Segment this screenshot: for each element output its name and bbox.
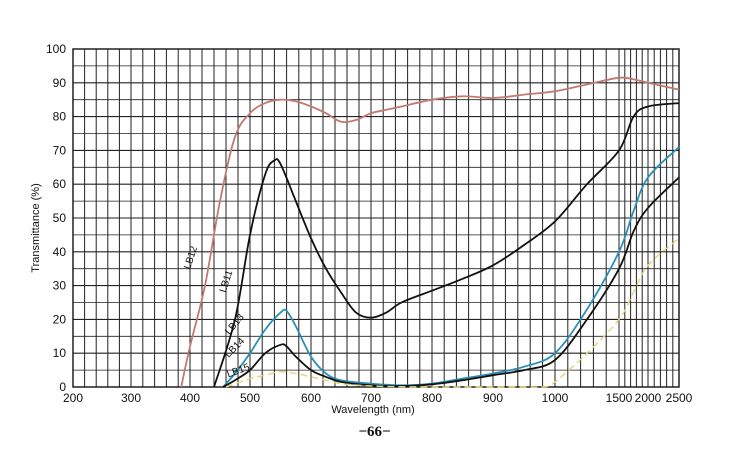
y-tick-label: 20: [53, 312, 67, 326]
x-tick-label: 1000: [542, 391, 569, 405]
y-tick-label: 30: [53, 279, 67, 293]
series-label-lb12: LB12: [182, 245, 200, 271]
y-tick-label: 60: [53, 177, 67, 191]
x-tick-label: 200: [63, 391, 83, 405]
y-tick-label: 0: [59, 380, 66, 394]
y-tick-label: 10: [53, 346, 67, 360]
x-tick-label: 400: [180, 391, 200, 405]
y-tick-label: 70: [53, 143, 67, 157]
series-label-lb11: LB11: [218, 269, 236, 294]
grid: [72, 48, 680, 388]
y-tick-label: 90: [53, 76, 67, 90]
x-tick-label: 600: [301, 391, 321, 405]
series-line-lb15: [225, 237, 680, 389]
x-tick-label: 500: [240, 391, 260, 405]
x-tick-label: 800: [422, 391, 442, 405]
series-line-lb11: [213, 102, 680, 388]
x-tick-label: 2500: [666, 391, 693, 405]
x-tick-label: 2000: [635, 391, 662, 405]
x-tick-label: 300: [121, 391, 141, 405]
y-axis-ticks: 0 10 20 30 40 50 60 70 80 90 100: [46, 42, 66, 394]
y-tick-label: 50: [53, 211, 67, 225]
x-tick-label: 700: [361, 391, 381, 405]
x-axis-ticks: 200 300 400 500 600 700 800 900 1000 1500 2000 2500: [63, 391, 693, 405]
series-line-lb13: [222, 146, 680, 388]
series-line-lb12: [180, 76, 680, 388]
plot-frame: [72, 48, 680, 388]
x-axis-title: Wavelength (nm): [331, 404, 414, 416]
series-label-lb13: LB13: [223, 312, 247, 337]
x-tick-label: 1500: [606, 391, 633, 405]
page-number: −66−: [358, 424, 391, 440]
y-tick-label: 40: [53, 245, 67, 259]
series-label-lb14: LB14: [223, 336, 248, 361]
y-axis-title: Transmittance (%): [30, 183, 42, 272]
x-tick-label: 900: [483, 391, 503, 405]
series-lines: [180, 76, 680, 389]
series-line-lb14: [222, 176, 680, 388]
y-tick-label: 80: [53, 110, 67, 124]
y-tick-label: 100: [46, 42, 66, 56]
